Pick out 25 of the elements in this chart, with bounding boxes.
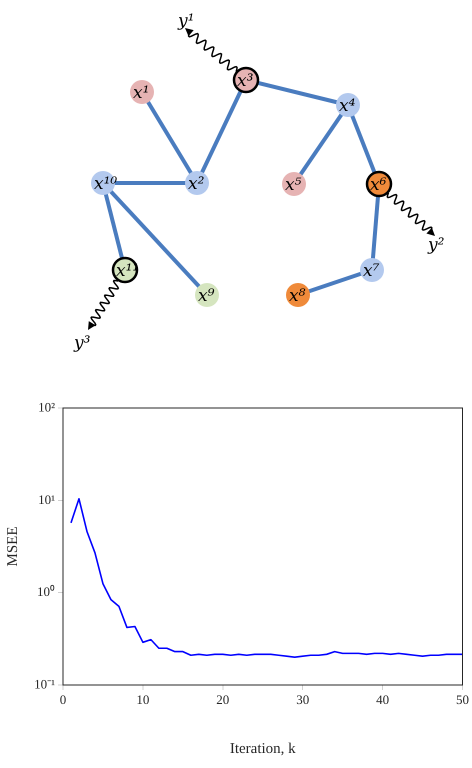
text: x⁵: [285, 175, 302, 195]
text: x⁶: [370, 175, 387, 195]
text: x⁸: [289, 286, 306, 306]
x-tick-label: 10: [136, 692, 150, 708]
y-tick-label: 10⁻¹: [34, 676, 56, 692]
text: x¹⁰: [94, 174, 118, 194]
text: x⁹: [198, 286, 215, 306]
text: x⁴: [339, 96, 356, 116]
text: x¹: [133, 83, 150, 103]
text: x⁷: [363, 261, 380, 281]
text: y³: [73, 333, 91, 353]
y-axis-title: MSEE: [4, 526, 21, 567]
text: x³: [237, 71, 254, 91]
x-tick-label: 0: [60, 692, 66, 708]
y-tick-label: 10¹: [38, 492, 56, 507]
x-tick-label: 50: [456, 692, 469, 708]
x-tick-label: 30: [296, 692, 310, 708]
y-tick-label: 10⁰: [37, 584, 55, 600]
text: y¹: [177, 11, 194, 31]
x-tick-label: 40: [376, 692, 390, 708]
text: x²: [188, 174, 205, 194]
x-tick-label: 20: [216, 692, 230, 708]
x-axis-title: Iteration, k: [230, 740, 296, 757]
y-tick-label: 10²: [38, 399, 56, 414]
text: y²: [427, 235, 445, 255]
